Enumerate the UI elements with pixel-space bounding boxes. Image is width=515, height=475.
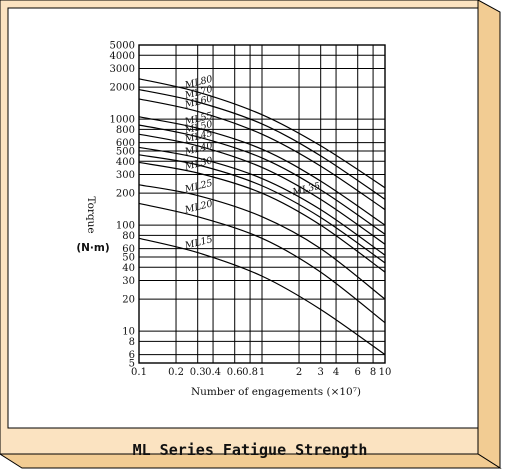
x-tick-label: 10 <box>379 367 392 378</box>
y-tick-label: 40 <box>122 263 135 274</box>
series-line-ml25 <box>138 184 386 300</box>
x-tick-labels: 0.1 0.2 0.3 0.4 0.6 0.8 1 2 3 4 6 8 10 <box>131 367 391 378</box>
x-tick-label: 1 <box>259 367 265 378</box>
y-tick-label: 300 <box>116 170 135 181</box>
y-tick-label: 30 <box>122 276 135 287</box>
x-tick-label: 0.3 <box>190 367 206 378</box>
y-axis-unit: (N·m) <box>76 242 109 254</box>
x-tick-label: 6 <box>355 367 361 378</box>
x-tick-label: 0.2 <box>168 367 184 378</box>
y-tick-label: 600 <box>116 138 135 149</box>
x-tick-label: 3 <box>317 367 323 378</box>
y-tick-label: 6 <box>129 350 135 361</box>
y-tick-label: 500 <box>116 147 135 158</box>
y-tick-label: 4000 <box>110 51 135 62</box>
x-tick-label: 0.6 <box>227 367 243 378</box>
series-line-ml50 <box>138 124 386 235</box>
series-line-ml20 <box>138 202 386 324</box>
x-tick-label: 4 <box>333 367 339 378</box>
frame-shade-right <box>477 0 501 469</box>
chart-panel <box>7 7 479 429</box>
y-tick-label: 5 <box>129 359 135 370</box>
series-labels: ML80ML70ML60ML55ML50ML45ML40ML35ML30ML25… <box>183 74 322 252</box>
series-line-ml70 <box>138 88 386 200</box>
x-tick-label: 0.8 <box>242 367 258 378</box>
y-tick-label: 20 <box>122 295 135 306</box>
y-axis-title: Torque <box>85 196 97 233</box>
series-line-ml60 <box>138 98 386 211</box>
series-line-ml15 <box>138 237 386 356</box>
series-lines <box>138 78 386 356</box>
x-tick-label: 0.4 <box>205 367 221 378</box>
y-tick-label: 10 <box>122 327 135 338</box>
series-line-ml55 <box>138 116 386 226</box>
y-tick-label: 400 <box>116 157 135 168</box>
x-axis-title: Number of engagements (×10⁷) <box>191 386 361 398</box>
y-tick-label: 100 <box>116 221 135 232</box>
series-line-ml45 <box>138 133 386 245</box>
chart-caption: ML Series Fatigue Strength <box>133 441 368 459</box>
y-tick-label: 50 <box>122 253 135 264</box>
y-tick-label: 5000 <box>110 41 135 52</box>
y-tick-label: 800 <box>116 125 135 136</box>
y-tick-label: 60 <box>122 244 135 255</box>
y-tick-label: 8 <box>129 337 135 348</box>
x-tick-label: 0.1 <box>131 367 147 378</box>
y-tick-label: 80 <box>122 231 135 242</box>
x-tick-label: 2 <box>296 367 302 378</box>
x-tick-label: 8 <box>370 367 376 378</box>
series-line-ml35 <box>138 154 386 264</box>
y-tick-label: 1000 <box>110 115 135 126</box>
y-tick-label: 3000 <box>110 64 135 75</box>
y-tick-label: 200 <box>116 189 135 200</box>
y-tick-label: 2000 <box>110 83 135 94</box>
series-line-ml80 <box>138 78 386 189</box>
series-line-ml40 <box>138 146 386 256</box>
series-line-ml30 <box>138 161 386 273</box>
